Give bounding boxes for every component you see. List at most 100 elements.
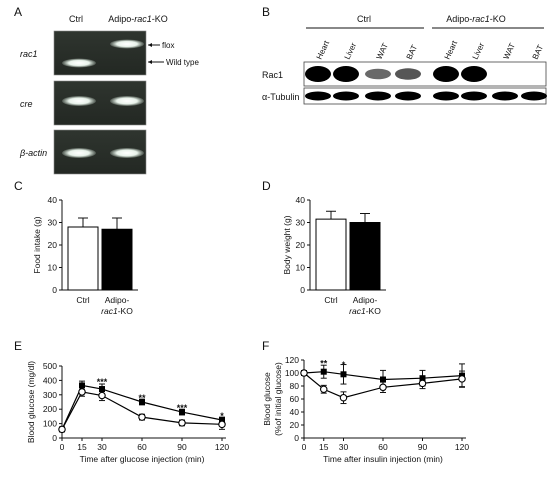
line-f-y-tick-label: 0	[294, 433, 299, 443]
bar-1	[101, 228, 133, 291]
band-label-wildtype: Wild type	[166, 58, 199, 67]
data-point-circle	[339, 393, 348, 402]
data-point-circle	[58, 425, 66, 434]
wb-band-rac1	[333, 66, 359, 82]
data-point-circle	[319, 385, 328, 393]
significance-mark: **	[320, 359, 328, 369]
bar-c-y-tick-label: 20	[48, 240, 58, 250]
wb-band-rac1	[395, 68, 421, 80]
wb-group-ctrl: Ctrl	[357, 14, 371, 24]
data-point-circle	[138, 413, 146, 421]
data-point-square	[219, 417, 225, 423]
gel-band	[110, 39, 144, 49]
wb-lane-label-5: Liver	[471, 41, 487, 61]
significance-mark: *	[220, 411, 224, 421]
data-point-square	[380, 376, 386, 383]
bar-category-label: Adipo-	[105, 295, 130, 305]
band-label-flox: flox	[162, 41, 174, 50]
wb-group-ko: Adipo-rac1-KO	[446, 14, 506, 24]
wb-lane-label-1: Liver	[343, 41, 359, 61]
panel-letter-f: F	[262, 339, 269, 353]
significance-mark: ***	[177, 403, 188, 413]
line-x-tick-label: 60	[378, 442, 388, 452]
line-e-y-tick-label: 0	[52, 433, 57, 443]
bar-category-label: rac1-KO	[349, 306, 381, 316]
bar-c-y-tick-label: 40	[48, 195, 58, 205]
data-point-circle	[418, 379, 427, 388]
significance-mark: **	[138, 393, 146, 403]
significance-mark: *	[342, 360, 346, 370]
data-point-square	[179, 409, 185, 416]
bar-0	[315, 218, 347, 291]
bar-category-label: Ctrl	[76, 295, 89, 305]
panel-letter-c: C	[14, 179, 23, 193]
data-point-circle	[78, 388, 86, 396]
line-f-y-tick-label: 80	[290, 381, 300, 391]
wb-lane-label-3: BAT	[405, 43, 420, 60]
wb-band-rac1	[461, 66, 487, 82]
line-f-y-tick-label: 40	[290, 407, 300, 417]
gel-row-label-2: β-actin	[19, 148, 47, 158]
panel-letter-d: D	[262, 179, 271, 193]
data-point-square	[139, 399, 145, 405]
data-point-circle	[178, 419, 186, 427]
data-point-square	[99, 386, 105, 393]
line-x-tick-label: 120	[215, 442, 229, 452]
line-x-tick-label: 90	[177, 442, 187, 452]
bar-d-y-tick-label: 0	[300, 285, 305, 295]
data-point-square	[79, 382, 85, 389]
wb-lane-label-4: Heart	[443, 39, 460, 61]
line-f-y-tick-label: 120	[285, 355, 299, 365]
panel-letter-b: B	[262, 5, 270, 19]
wb-band-tubulin	[521, 91, 547, 101]
gel-col-ko: Adipo-rac1-KO	[108, 14, 168, 24]
bar-c-y-tick-label: 10	[48, 263, 58, 273]
wb-lane-label-7: BAT	[531, 43, 546, 60]
wb-band-tubulin	[305, 91, 331, 101]
line-e-y-tick-label: 500	[43, 361, 57, 371]
line-x-label: Time after glucose injection (min)	[80, 454, 205, 464]
line-e-y-tick-label: 100	[43, 419, 57, 429]
line-x-tick-label: 0	[60, 442, 65, 452]
bar-0	[67, 226, 99, 291]
line-x-tick-label: 120	[455, 442, 469, 452]
gel-row-label-1: cre	[20, 99, 33, 109]
series-line	[303, 372, 463, 399]
line-x-tick-label: 15	[319, 442, 329, 452]
wb-lane-label-6: WAT	[502, 42, 517, 61]
line-f-y-tick-label: 60	[290, 394, 300, 404]
wb-band-tubulin	[333, 91, 359, 101]
wb-band-rac1	[305, 66, 331, 82]
wb-band-rac1	[365, 68, 391, 80]
wb-row-tubulin: α-Tubulin	[262, 92, 299, 102]
line-f-y-tick-label: 20	[290, 420, 300, 430]
bar-c-y-tick-label: 30	[48, 218, 58, 228]
gel-band	[62, 58, 96, 68]
line-x-tick-label: 15	[77, 442, 87, 452]
wb-band-tubulin	[365, 91, 391, 101]
data-point-square	[419, 375, 426, 382]
line-e-y-tick-label: 200	[43, 404, 57, 414]
series-line	[303, 371, 463, 381]
panel-letter-e: E	[14, 339, 22, 353]
gel-band	[62, 96, 96, 106]
line-x-tick-label: 30	[339, 442, 349, 452]
bar-d-y-tick-label: 10	[296, 263, 306, 273]
bar-d-y-tick-label: 20	[296, 240, 306, 250]
bar-category-label: Ctrl	[324, 295, 337, 305]
line-f-y-tick-label: 100	[285, 368, 299, 378]
bar-c-y-tick-label: 0	[52, 285, 57, 295]
data-point-square	[320, 368, 327, 375]
bar-1	[349, 222, 381, 291]
line-y-label: Blood glucose (mg/dl)	[26, 361, 36, 443]
line-x-tick-label: 60	[137, 442, 147, 452]
line-e-y-tick-label: 300	[43, 390, 57, 400]
significance-mark: ***	[97, 377, 108, 387]
gel-box-0	[53, 30, 147, 76]
bar-d-y-tick-label: 40	[296, 195, 306, 205]
bar-category-label: rac1-KO	[101, 306, 133, 316]
gel-row-label-0: rac1	[20, 49, 38, 59]
line-y-label: Blood glucose	[262, 372, 272, 426]
gel-band	[62, 148, 96, 158]
